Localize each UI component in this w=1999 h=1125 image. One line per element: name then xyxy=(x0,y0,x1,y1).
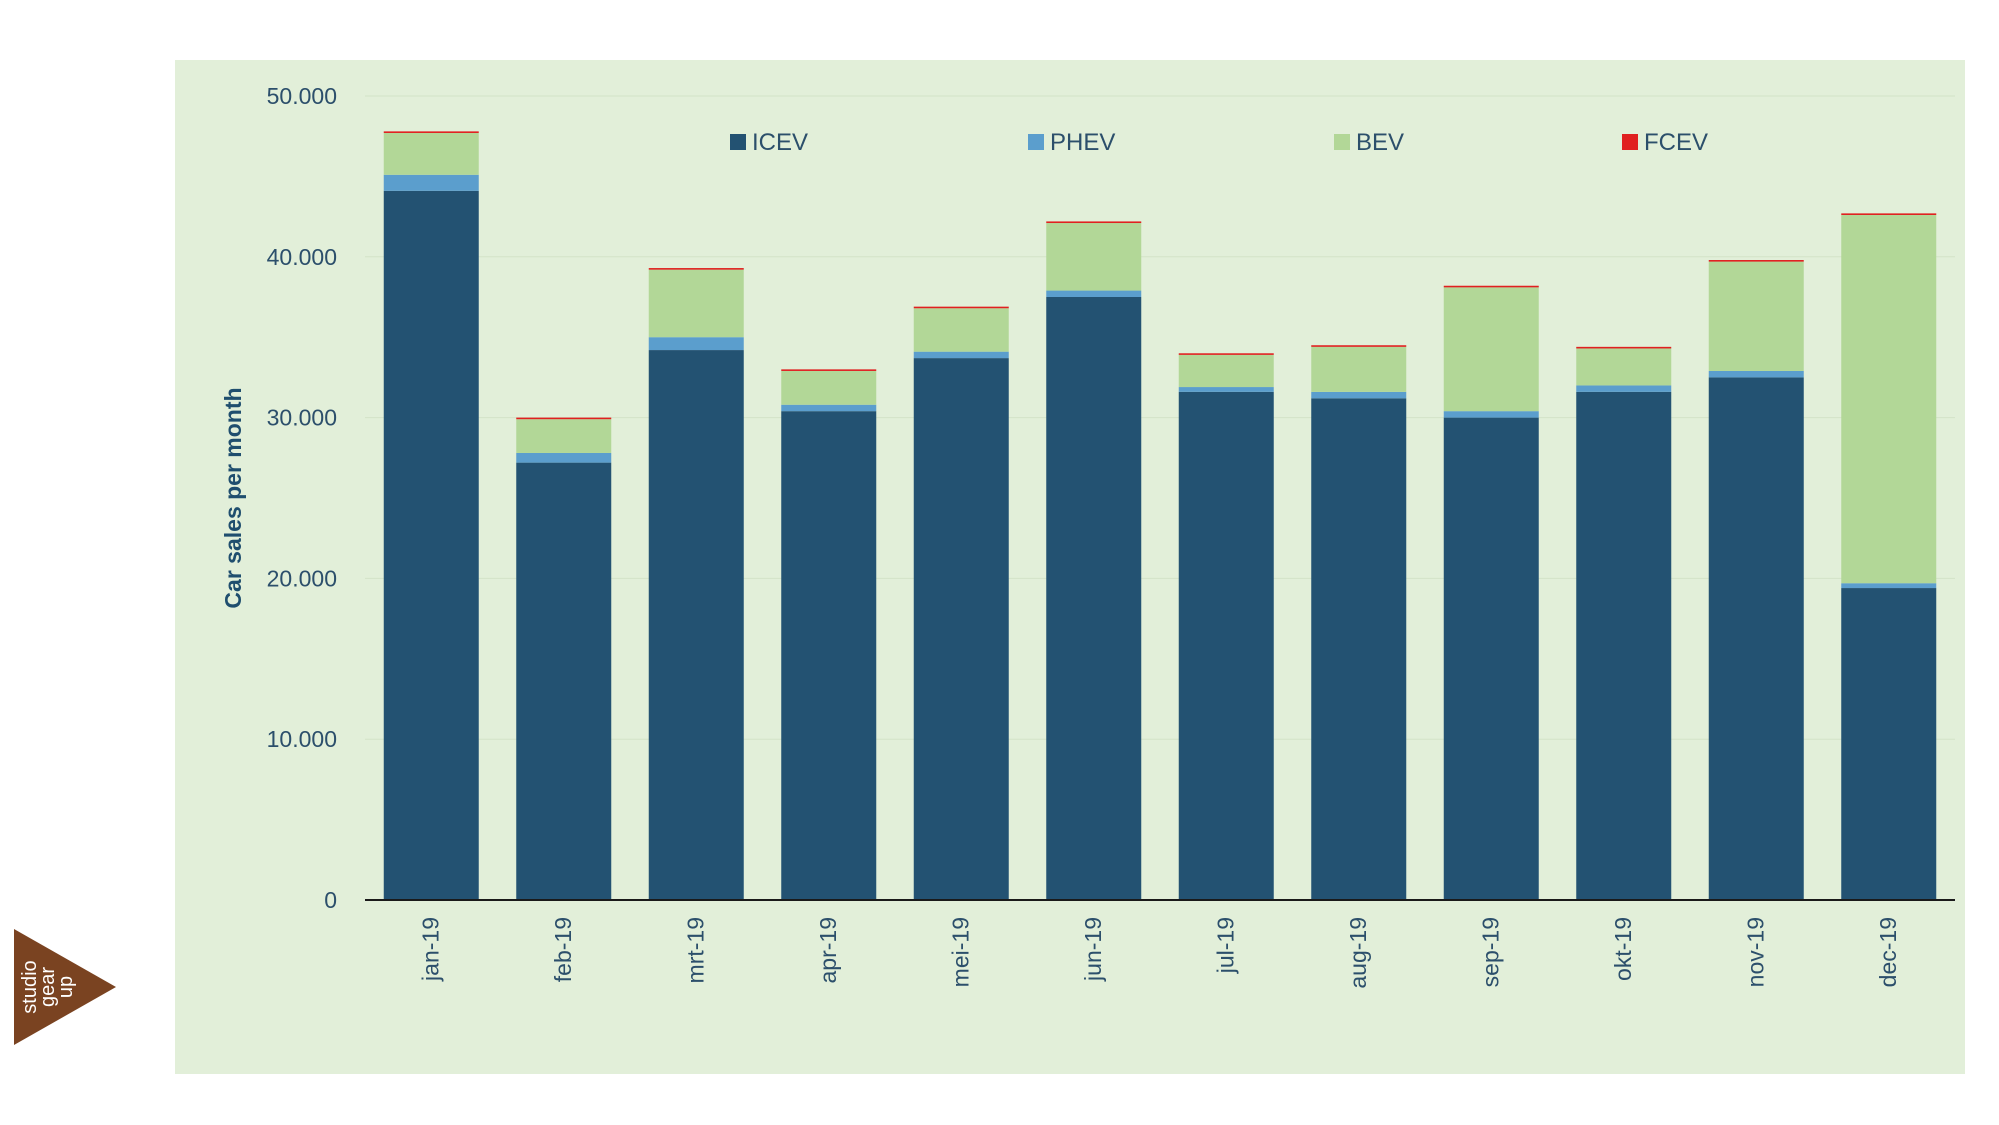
bar-bev-nov-19 xyxy=(1708,261,1804,371)
bar-bev-dec-19 xyxy=(1841,214,1937,584)
legend-swatch-fcev xyxy=(1622,134,1638,150)
bar-fcev-sep-19 xyxy=(1443,285,1539,288)
legend-label-icev: ICEV xyxy=(752,129,808,156)
bar-phev-jun-19 xyxy=(1046,290,1142,297)
bar-bev-feb-19 xyxy=(516,419,612,453)
y-tick-label: 40.000 xyxy=(267,244,337,270)
logo-line-3: up xyxy=(55,976,77,998)
bar-bev-sep-19 xyxy=(1443,287,1539,412)
bar-fcev-jan-19 xyxy=(383,131,479,133)
legend: ICEV PHEV BEV FCEV xyxy=(730,129,1708,156)
bar-icev-apr-19 xyxy=(781,411,877,900)
bar-icev-jun-19 xyxy=(1046,297,1142,900)
y-axis-ticks: 0 10.000 20.000 30.000 40.000 50.000 xyxy=(267,83,337,913)
y-tick-label: 20.000 xyxy=(267,565,337,591)
legend-label-fcev: FCEV xyxy=(1644,129,1708,156)
studio-gear-up-logo-icon: studio gear up xyxy=(14,929,116,1045)
x-tick-label: mei-19 xyxy=(947,917,973,987)
legend-label-phev: PHEV xyxy=(1050,129,1115,156)
logo-line-2: gear xyxy=(37,967,59,1007)
bar-icev-dec-19 xyxy=(1841,588,1937,900)
x-tick-label: feb-19 xyxy=(550,917,576,982)
x-tick-label: jul-19 xyxy=(1212,917,1238,974)
bar-icev-mrt-19 xyxy=(648,350,744,901)
legend-swatch-icev xyxy=(730,134,746,150)
bar-icev-aug-19 xyxy=(1311,398,1407,900)
x-tick-label: nov-19 xyxy=(1742,917,1768,987)
bar-fcev-nov-19 xyxy=(1708,260,1804,262)
bar-fcev-feb-19 xyxy=(516,417,612,420)
bar-icev-feb-19 xyxy=(516,462,612,900)
bar-phev-feb-19 xyxy=(516,452,612,463)
bar-phev-aug-19 xyxy=(1311,391,1407,399)
bar-bev-okt-19 xyxy=(1576,348,1672,386)
bar-bev-jun-19 xyxy=(1046,223,1142,291)
bar-phev-mei-19 xyxy=(913,351,1009,359)
x-tick-label: jun-19 xyxy=(1080,917,1106,982)
bars xyxy=(383,131,1937,901)
x-tick-label: apr-19 xyxy=(815,917,841,983)
bar-fcev-okt-19 xyxy=(1576,346,1672,349)
bar-phev-sep-19 xyxy=(1443,411,1539,418)
x-tick-label: sep-19 xyxy=(1477,917,1503,987)
x-tick-label: mrt-19 xyxy=(682,917,708,983)
y-tick-label: 0 xyxy=(324,887,337,913)
bar-icev-sep-19 xyxy=(1443,417,1539,900)
y-tick-label: 30.000 xyxy=(267,405,337,431)
bar-bev-jul-19 xyxy=(1178,354,1274,388)
bar-fcev-apr-19 xyxy=(781,369,877,371)
bar-fcev-mei-19 xyxy=(913,306,1009,309)
y-axis-title: Car sales per month xyxy=(220,387,246,608)
bar-bev-jan-19 xyxy=(383,132,479,175)
legend-label-bev: BEV xyxy=(1356,129,1404,156)
y-tick-label: 10.000 xyxy=(267,726,337,752)
bar-bev-aug-19 xyxy=(1311,346,1407,392)
logo-triangle xyxy=(14,929,116,1045)
bar-phev-jul-19 xyxy=(1178,387,1274,392)
logo-line-1: studio xyxy=(19,960,41,1013)
bar-phev-dec-19 xyxy=(1841,583,1937,589)
bar-fcev-dec-19 xyxy=(1841,213,1937,215)
bar-icev-okt-19 xyxy=(1576,391,1672,900)
legend-swatch-phev xyxy=(1028,134,1044,150)
gridlines xyxy=(365,95,1955,740)
bar-fcev-mrt-19 xyxy=(648,268,744,270)
bar-bev-mrt-19 xyxy=(648,269,744,338)
x-tick-label: aug-19 xyxy=(1345,917,1371,989)
bar-fcev-jun-19 xyxy=(1046,221,1142,224)
x-tick-label: dec-19 xyxy=(1875,917,1901,987)
legend-swatch-bev xyxy=(1334,134,1350,150)
bar-icev-jul-19 xyxy=(1178,391,1274,900)
bar-icev-jan-19 xyxy=(383,190,479,900)
y-tick-label: 50.000 xyxy=(267,83,337,109)
x-axis-ticks: jan-19 feb-19 mrt-19 apr-19 mei-19 jun-19 jul-… xyxy=(417,917,1901,989)
x-tick-label: okt-19 xyxy=(1610,917,1636,981)
x-tick-label: jan-19 xyxy=(417,917,443,982)
bar-phev-mrt-19 xyxy=(648,337,744,351)
bar-phev-okt-19 xyxy=(1576,385,1672,392)
bar-icev-mei-19 xyxy=(913,358,1009,900)
bar-bev-apr-19 xyxy=(781,370,877,405)
bar-phev-jan-19 xyxy=(383,174,479,191)
bar-phev-nov-19 xyxy=(1708,370,1804,378)
bar-fcev-jul-19 xyxy=(1178,353,1274,355)
bar-phev-apr-19 xyxy=(781,404,877,412)
bar-icev-nov-19 xyxy=(1708,377,1804,900)
bar-fcev-aug-19 xyxy=(1311,345,1407,347)
bar-bev-mei-19 xyxy=(913,308,1009,352)
